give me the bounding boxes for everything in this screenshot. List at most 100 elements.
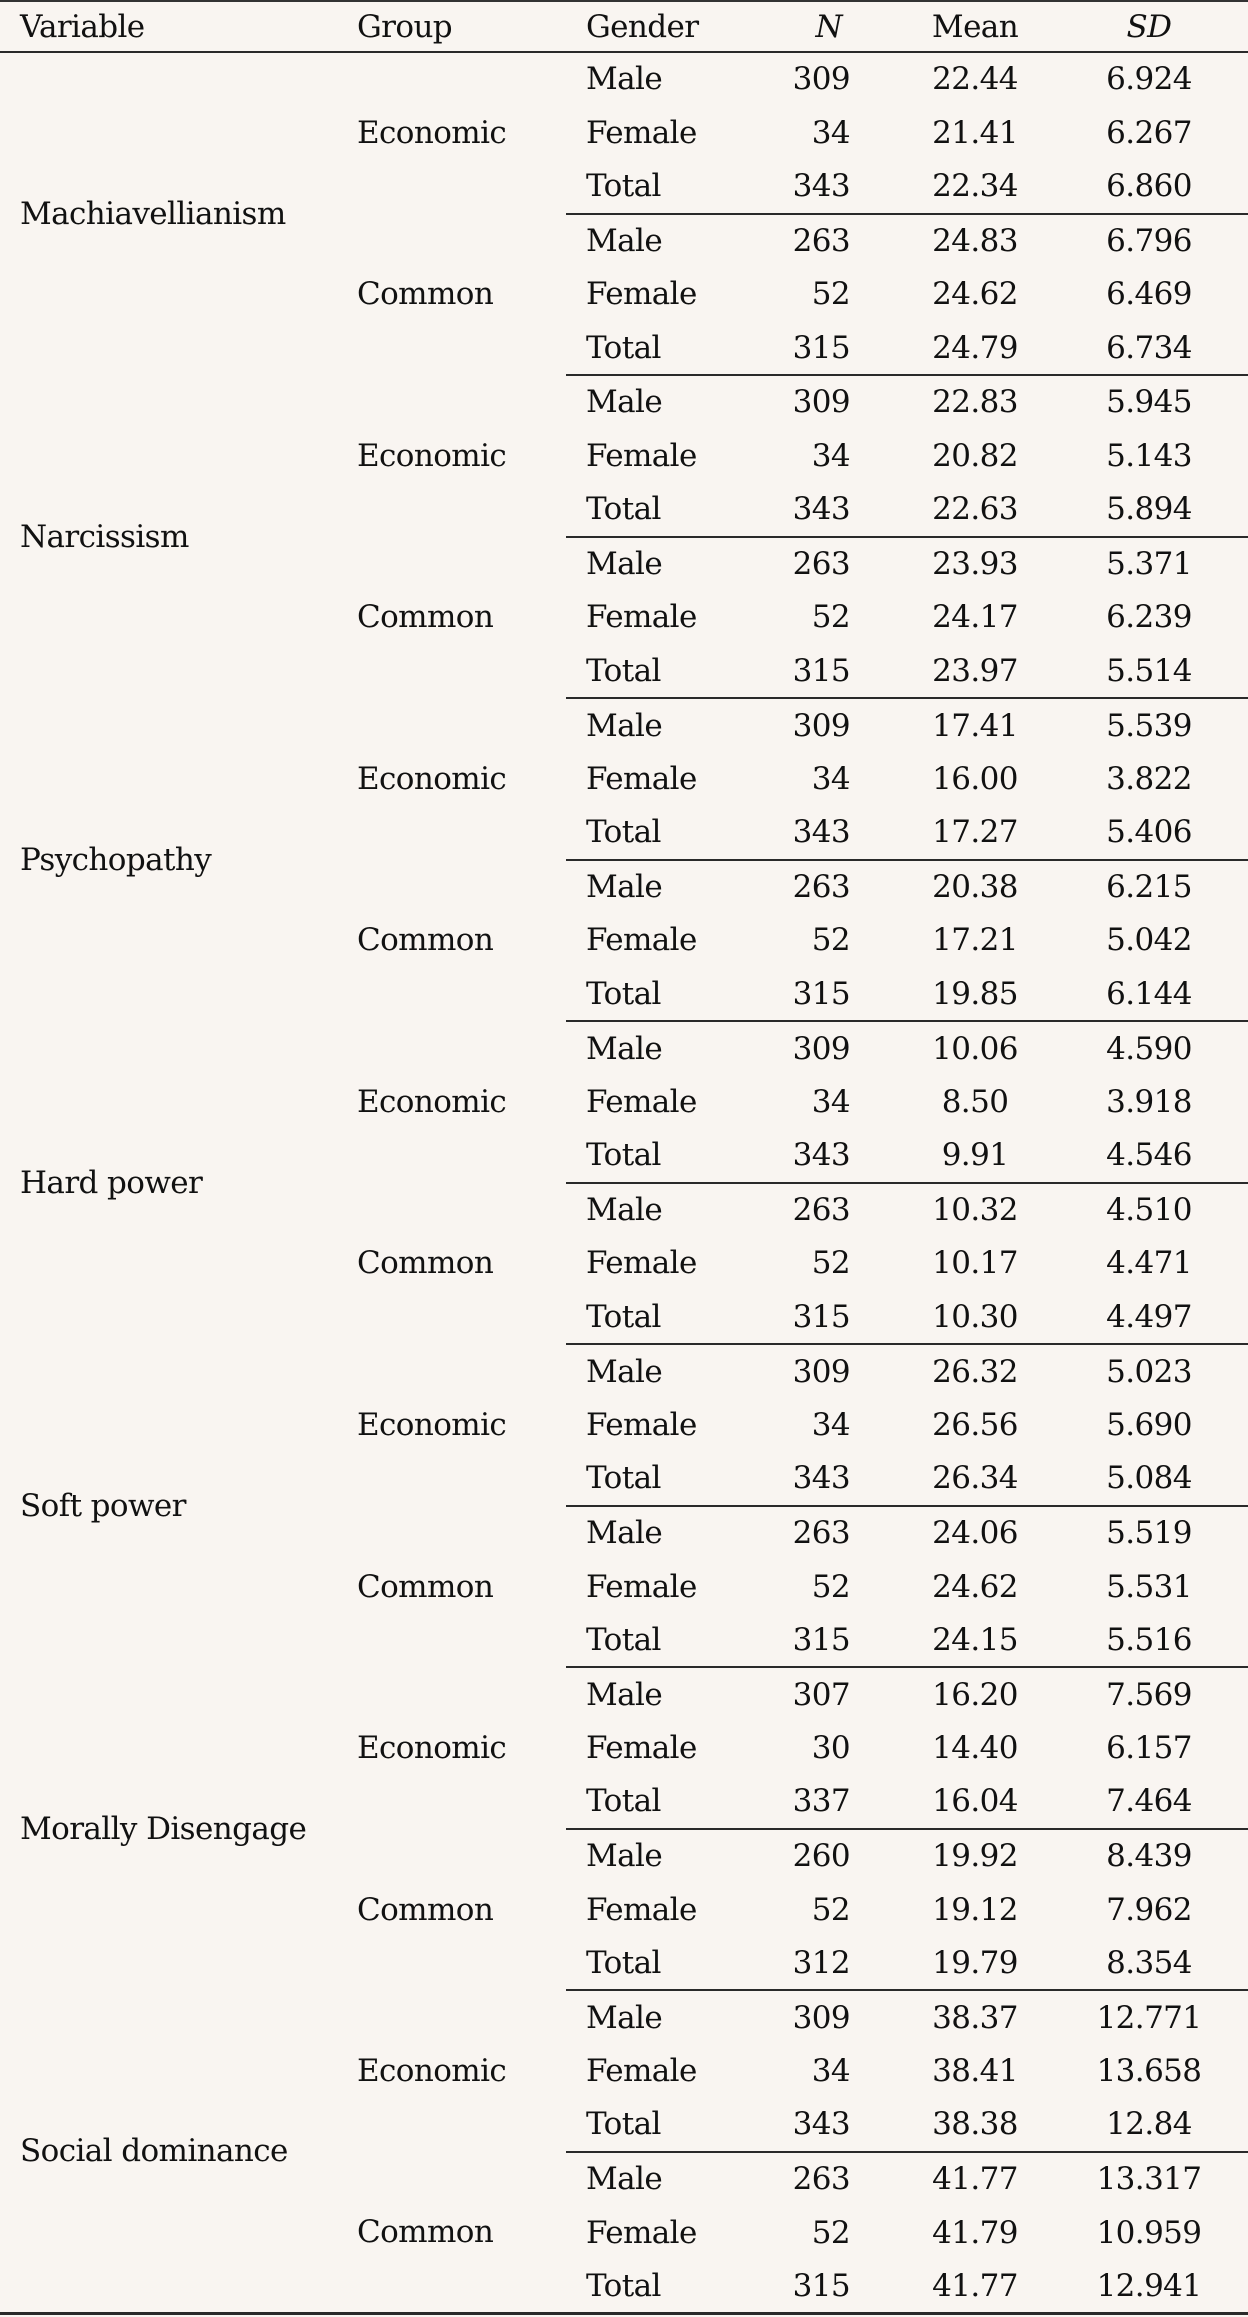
gender-cell: Female [586,114,697,151]
sd-cell: 6.469 [1106,276,1192,313]
n-cell: 343 [756,2098,851,2153]
gender-cell: Female [586,1891,697,1928]
gender-cell: Total [566,1451,756,1507]
n-cell: 34 [811,1407,851,1444]
table-row: Common Male 263 20.38 6.215 [0,860,1248,958]
n-cell: 34 [811,760,851,797]
table-row: Female 34 16.00 3.822 [0,752,1248,806]
mean-cell: 26.34 [850,1451,1050,1507]
table-row: Total 315 24.15 5.516 [0,1613,1248,1669]
n-cell: 343 [756,805,851,861]
n-cell: 312 [756,1936,851,1992]
header-n: N [756,1,850,53]
gender-cell: Total [566,1290,756,1346]
sd-cell: 7.569 [1106,1676,1192,1713]
mean-cell: 20.82 [932,437,1018,474]
gender-cell: Total [566,1775,756,1830]
sd-cell: 10.959 [1096,2214,1202,2251]
gender-cell: Male [586,1999,663,2036]
gender-cell: Total [566,967,756,1023]
mean-cell: 24.62 [932,1568,1018,1605]
group-name: Economic [357,2053,507,2090]
n-cell: 309 [792,384,851,421]
table-row: Morally Disengage Economic Male 307 16.20 7.5… [0,1667,1248,1847]
mean-cell: 17.41 [932,707,1018,744]
n-cell: 315 [756,644,851,700]
table-row: Female 34 21.41 6.267 [0,106,1248,160]
table-row: Total 312 19.79 8.354 [0,1936,1248,1992]
n-cell: 263 [792,1192,851,1229]
group-name: Common [357,1568,494,1605]
variable-name: Psychopathy [20,841,212,878]
mean-cell: 41.79 [932,2214,1018,2251]
sd-cell: 5.894 [1050,482,1248,538]
header-gender: Gender [566,1,756,53]
gender-cell: Total [566,1613,756,1669]
n-cell: 263 [792,222,851,259]
n-cell: 343 [756,1451,851,1507]
mean-cell: 10.17 [932,1245,1018,1282]
group-name: Economic [357,760,507,797]
mean-cell: 41.77 [932,2161,1018,2198]
gender-cell: Female [586,437,697,474]
n-cell: 315 [756,1613,851,1669]
mean-cell: 24.79 [850,321,1050,377]
mean-cell: 21.41 [932,114,1018,151]
n-cell: 343 [756,482,851,538]
table-row: Social dominance Economic Male 309 38.37 12.7… [0,1990,1248,2169]
header-row: Variable Group Gender N Mean SD [0,1,1248,53]
gender-cell: Male [586,1353,663,1390]
sd-cell: 6.215 [1106,869,1192,906]
table-row: Female 34 8.50 3.918 [0,1075,1248,1129]
gender-cell: Female [586,1568,697,1605]
gender-cell: Total [566,805,756,861]
variable-name: Social dominance [20,2133,288,2170]
n-cell: 315 [756,1290,851,1346]
group-name: Common [357,1891,494,1928]
gender-cell: Female [586,1407,697,1444]
mean-cell: 24.83 [932,222,1018,259]
table-row: Total 343 17.27 5.406 [0,805,1248,861]
group-name: Common [357,276,494,313]
mean-cell: 19.79 [850,1936,1050,1992]
gender-cell: Female [586,276,697,313]
sd-cell: 6.860 [1050,159,1248,215]
sd-cell: 3.918 [1106,1083,1192,1120]
mean-cell: 16.04 [850,1775,1050,1830]
n-cell: 52 [811,1891,851,1928]
table-body: Machiavellianism Economic Male 309 22.44 6.92… [0,52,1248,2313]
gender-cell: Total [566,2098,756,2153]
sd-cell: 12.771 [1096,1999,1202,2036]
sd-cell: 5.539 [1106,707,1192,744]
sd-cell: 5.084 [1050,1451,1248,1507]
table-row: Female 52 17.21 5.042 [0,914,1248,968]
gender-cell: Male [586,1676,663,1713]
mean-cell: 24.62 [932,276,1018,313]
sd-cell: 5.406 [1050,805,1248,861]
sd-cell: 5.516 [1050,1613,1248,1669]
sd-cell: 4.510 [1106,1192,1192,1229]
mean-cell: 19.92 [932,1838,1018,1875]
gender-cell: Total [566,482,756,538]
sd-cell: 5.143 [1106,437,1192,474]
group-name: Economic [357,1730,507,1767]
mean-cell: 22.63 [850,482,1050,538]
sd-cell: 12.84 [1050,2098,1248,2153]
gender-cell: Female [586,1730,697,1767]
n-cell: 260 [792,1838,851,1875]
gender-cell: Female [586,1083,697,1120]
gender-cell: Male [586,707,663,744]
group-name: Economic [357,1407,507,1444]
mean-cell: 26.56 [932,1407,1018,1444]
sd-cell: 3.822 [1106,760,1192,797]
table-row: Psychopathy Economic Male 309 17.41 5.539 [0,698,1248,878]
table-row: Common Male 263 24.83 6.796 [0,214,1248,312]
n-cell: 315 [756,321,851,377]
table-row: Total 343 26.34 5.084 [0,1451,1248,1507]
sd-cell: 5.371 [1106,546,1192,583]
n-cell: 263 [792,2161,851,2198]
mean-cell: 14.40 [932,1730,1018,1767]
sd-cell: 13.317 [1096,2161,1202,2198]
table-row: Common Male 263 23.93 5.371 [0,537,1248,635]
